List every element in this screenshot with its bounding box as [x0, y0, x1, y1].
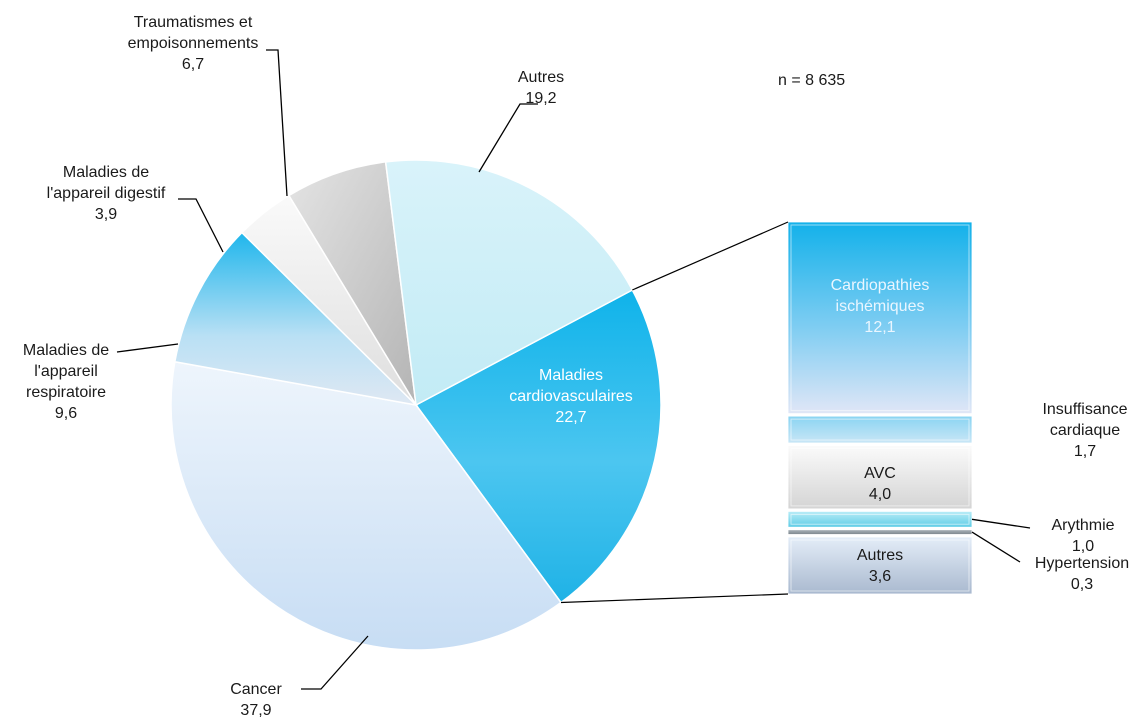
pie	[170, 159, 662, 651]
stack-segment-cardiopathies-ischemiques	[787, 221, 973, 415]
data-label-autres: Autres 19,2	[518, 69, 564, 107]
data-label-cardiopathies: Cardiopathies ischémiques 12,1	[831, 277, 930, 336]
pie-slice-maladies-de-l-appareil-respiratoire	[173, 231, 419, 407]
data-label-arythmie: Arythmie 1,0	[1051, 517, 1114, 555]
stack-segment-bevel	[790, 539, 970, 592]
connector-line-top	[632, 221, 789, 291]
pie-slice-maladies-cardiovasculaires	[414, 288, 662, 604]
data-label-maladies-cardiovasculaires: Maladies cardiovasculaires 22,7	[509, 367, 633, 426]
leader-line-traumatismes	[266, 49, 288, 197]
stack-segment-avc	[787, 445, 973, 510]
stack-segment-bevel	[790, 418, 970, 441]
stack-segment-bevel	[790, 224, 970, 412]
leader-line-arythmie	[971, 518, 1031, 529]
connector-line-bottom	[560, 593, 789, 604]
data-label-cancer: Cancer 37,9	[230, 681, 282, 719]
stack-segment-autres	[787, 536, 973, 595]
stack-segment-insuffisance-cardiaque	[787, 415, 973, 444]
data-label-avc: AVC 4,0	[864, 465, 896, 503]
leader-line-digestif	[178, 198, 224, 253]
leader-line-hypertension	[971, 531, 1021, 563]
data-labels: Maladies cardiovasculaires 22,7 Cancer 37,9 M…	[23, 14, 1129, 719]
leader-line-cancer	[301, 635, 369, 690]
data-label-maladies-digestif: Maladies de l'appareil digestif 3,9	[47, 164, 166, 223]
data-label-insuffisance-cardiaque: Insuffisance cardiaque 1,7	[1042, 401, 1127, 460]
leader-lines	[116, 49, 1031, 690]
stack-segment-arythmie	[787, 510, 973, 528]
stack-segment-hypertension	[787, 529, 973, 535]
data-label-hypertension: Hypertension 0,3	[1035, 555, 1129, 593]
data-label-traumatismes: Traumatismes et empoisonnements 6,7	[128, 14, 259, 73]
stack-segment-bevel	[790, 513, 970, 525]
pie-slice-autres	[384, 159, 634, 407]
leader-line-autres	[478, 103, 538, 173]
stack-segment-bevel	[790, 448, 970, 507]
data-label-stack-autres: Autres 3,6	[857, 547, 903, 585]
pie-slice-cancer	[170, 360, 563, 651]
data-label-maladies-respiratoire: Maladies de l'appareil respiratoire 9,6	[23, 342, 109, 422]
leader-line-respiratoire	[116, 343, 179, 353]
sample-size-annotation: n = 8 635	[778, 72, 845, 89]
breakdown-stack	[787, 221, 973, 595]
